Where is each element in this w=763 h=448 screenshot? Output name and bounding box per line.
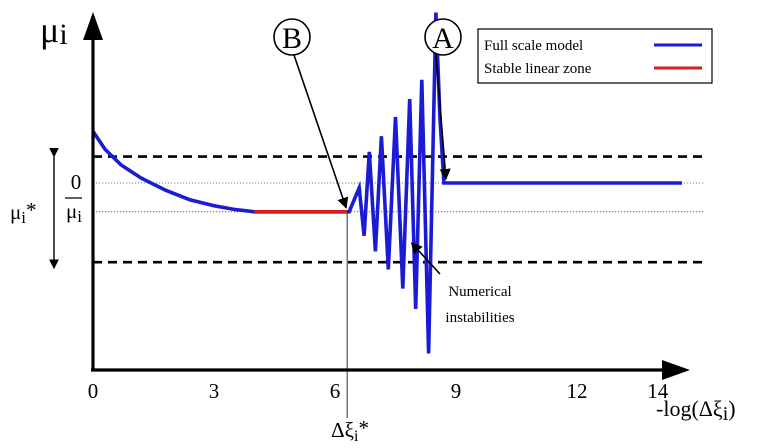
legend-label-stable: Stable linear zone xyxy=(484,61,592,77)
legend-label-full-scale: Full scale model xyxy=(484,38,583,54)
svg-text:μi: μi xyxy=(66,199,82,226)
x-tick-labels: 0 3 6 9 12 14 xyxy=(88,379,669,403)
y-tick-mu-bar: μi xyxy=(65,197,82,226)
numerical-instabilities-line1: Numerical xyxy=(448,284,511,300)
threshold-label: Δξi* xyxy=(331,416,369,445)
numerical-instabilities-line2: instabilities xyxy=(445,310,514,326)
svg-text:A: A xyxy=(432,22,454,55)
x-tick-6: 6 xyxy=(330,379,341,403)
x-axis-label: -log(Δξi) xyxy=(656,396,736,425)
marker-a-arrow xyxy=(435,54,451,181)
svg-text:B: B xyxy=(282,22,302,55)
svg-text:μi*: μi* xyxy=(10,198,37,227)
x-tick-14: 14 xyxy=(647,379,669,403)
x-axis-arrowhead xyxy=(662,360,690,380)
legend: Full scale model Stable linear zone xyxy=(477,28,713,84)
y-tick-mu-star: μi* xyxy=(10,198,37,227)
marker-b: B xyxy=(273,18,311,56)
x-tick-0: 0 xyxy=(88,379,99,403)
x-tick-3: 3 xyxy=(209,379,220,403)
marker-a: A xyxy=(424,18,462,56)
marker-b-arrow xyxy=(293,54,349,209)
y-axis-label: μi xyxy=(40,10,68,51)
y-axis-arrowhead xyxy=(83,12,103,40)
full-scale-model-line xyxy=(91,12,682,354)
x-tick-9: 9 xyxy=(451,379,462,403)
y-tick-zero: 0 xyxy=(71,170,82,194)
numerical-instabilities-arrow xyxy=(410,242,441,275)
x-tick-12: 12 xyxy=(567,379,588,403)
